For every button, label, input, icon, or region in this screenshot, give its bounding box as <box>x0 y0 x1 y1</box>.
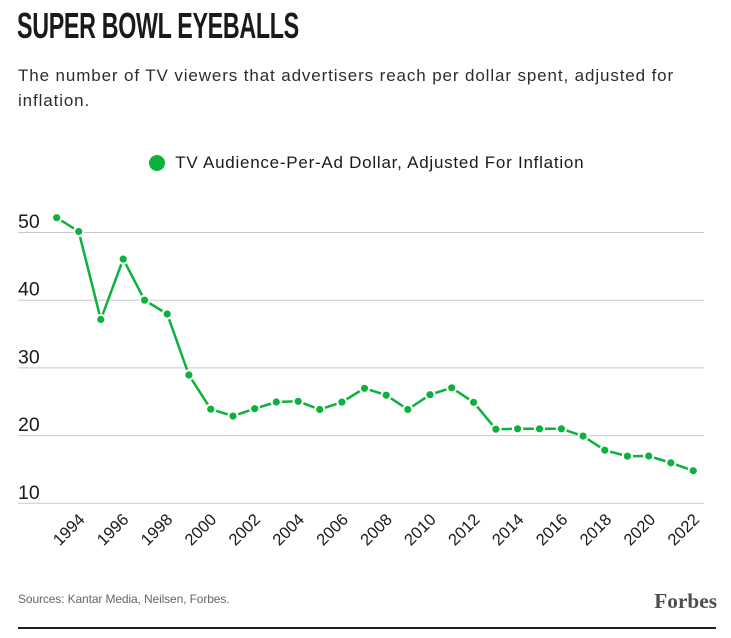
svg-text:50: 50 <box>18 211 40 233</box>
svg-text:30: 30 <box>18 346 40 368</box>
svg-text:20: 20 <box>18 414 40 436</box>
svg-text:2016: 2016 <box>533 511 572 550</box>
svg-text:2010: 2010 <box>401 511 440 550</box>
svg-text:2018: 2018 <box>577 511 616 550</box>
svg-text:2004: 2004 <box>269 511 308 550</box>
svg-text:1994: 1994 <box>50 511 89 550</box>
svg-text:1998: 1998 <box>138 511 177 550</box>
svg-text:2006: 2006 <box>313 511 352 550</box>
svg-text:1996: 1996 <box>94 511 133 550</box>
svg-text:2022: 2022 <box>664 511 703 550</box>
svg-text:2002: 2002 <box>225 511 264 550</box>
svg-text:2012: 2012 <box>445 511 484 550</box>
svg-text:2000: 2000 <box>182 511 221 550</box>
svg-text:2014: 2014 <box>489 511 528 550</box>
svg-text:2020: 2020 <box>621 511 660 550</box>
svg-text:40: 40 <box>18 279 40 301</box>
svg-text:10: 10 <box>18 482 40 504</box>
svg-text:2008: 2008 <box>357 511 396 550</box>
